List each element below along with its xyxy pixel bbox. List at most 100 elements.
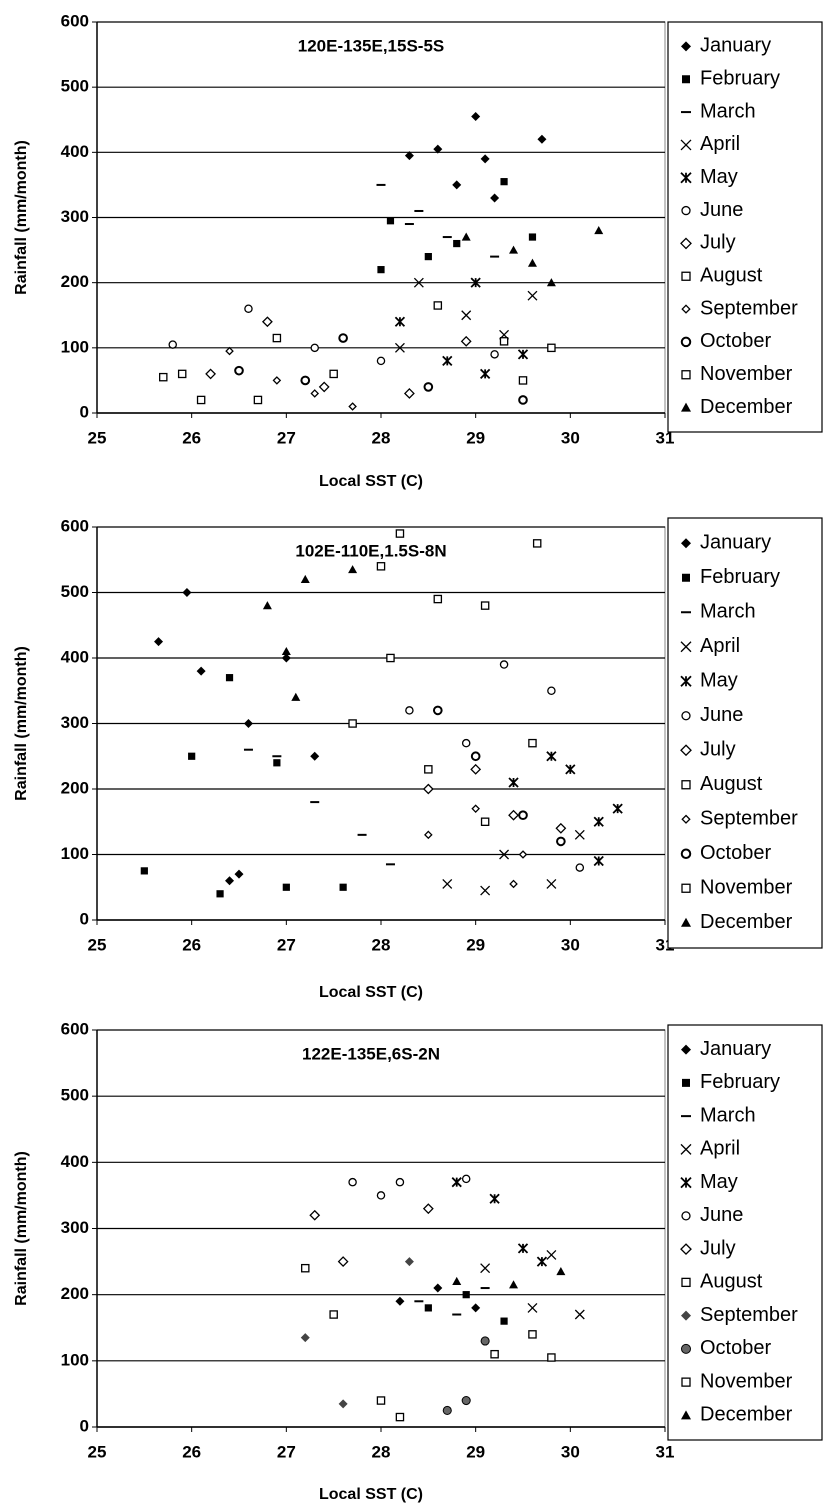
marker [424, 830, 433, 840]
marker [272, 333, 282, 343]
marker [394, 342, 405, 353]
marker [339, 883, 347, 891]
marker [300, 375, 311, 386]
marker [140, 867, 148, 875]
marker [310, 343, 319, 353]
marker [300, 574, 310, 583]
y-axis-label: Rainfall (mm/month) [13, 646, 30, 801]
legend-label: July [700, 232, 736, 254]
x-tick-label: 27 [277, 428, 296, 447]
y-tick-label: 100 [61, 844, 89, 863]
marker [509, 245, 519, 254]
x-tick-label: 28 [372, 428, 391, 447]
legend-label: September [700, 297, 798, 319]
marker [405, 706, 414, 715]
marker [537, 134, 547, 144]
legend-marker [681, 1044, 691, 1055]
marker [395, 529, 405, 538]
x-tick-label: 31 [656, 428, 675, 447]
marker [461, 1395, 471, 1406]
marker [532, 539, 542, 548]
legend-label: November [700, 1370, 793, 1392]
marker [527, 258, 537, 267]
marker [480, 154, 490, 164]
marker [403, 388, 415, 399]
marker [517, 349, 529, 360]
marker [547, 343, 556, 353]
marker [348, 565, 358, 574]
marker [460, 335, 472, 347]
legend-marker [680, 1143, 692, 1155]
legend-marker [681, 370, 691, 380]
marker [500, 1317, 508, 1325]
marker [453, 239, 461, 248]
marker [281, 646, 291, 656]
marker [309, 1209, 321, 1221]
legend-marker [681, 402, 691, 412]
marker [574, 1309, 585, 1320]
marker [272, 376, 282, 385]
x-tick-label: 28 [372, 935, 391, 954]
marker [509, 879, 518, 889]
marker [348, 719, 357, 728]
legend-label: September [700, 1304, 798, 1326]
marker [479, 368, 491, 380]
legend-label: August [700, 773, 763, 795]
marker [301, 1263, 310, 1273]
y-tick-label: 100 [61, 1350, 89, 1369]
legend-label: August [700, 1271, 763, 1293]
legend-marker [681, 1310, 691, 1321]
marker [318, 381, 330, 393]
marker [338, 1399, 348, 1409]
y-tick-label: 0 [80, 1416, 89, 1435]
x-tick-label: 25 [88, 935, 107, 954]
marker [546, 751, 557, 762]
y-tick-label: 600 [61, 11, 89, 30]
y-tick-label: 300 [61, 713, 89, 732]
marker [461, 738, 471, 748]
marker [470, 763, 482, 775]
marker [518, 395, 528, 405]
legend-marker [682, 573, 690, 582]
marker [188, 752, 196, 760]
marker [442, 1405, 452, 1416]
legend-label: February [700, 1071, 780, 1093]
x-tick-label: 31 [656, 1442, 675, 1461]
marker [527, 1302, 538, 1313]
legend-marker [681, 271, 691, 281]
marker [594, 226, 604, 235]
marker [424, 765, 433, 774]
legend-marker [681, 1377, 691, 1387]
legend-label: July [700, 739, 736, 761]
marker [433, 1283, 443, 1293]
marker [480, 817, 490, 827]
x-tick-label: 25 [88, 428, 107, 447]
legend-label: June [700, 1204, 743, 1226]
x-axis-label: Local SST (C) [319, 1486, 423, 1503]
legend-label: November [700, 877, 793, 899]
marker [433, 301, 443, 310]
legend-marker [680, 172, 692, 184]
marker [196, 666, 206, 676]
x-tick-label: 29 [466, 935, 485, 954]
marker [291, 692, 301, 701]
x-tick-label: 30 [561, 935, 580, 954]
legend-label: March [700, 100, 756, 122]
legend-marker [680, 139, 692, 151]
marker [281, 653, 291, 663]
y-tick-label: 500 [61, 582, 89, 601]
marker [556, 1267, 566, 1276]
marker [422, 1203, 434, 1215]
legend-marker [680, 237, 692, 250]
marker [282, 883, 290, 891]
legend-label: July [700, 1237, 736, 1259]
legend-label: September [700, 808, 798, 830]
marker [508, 809, 519, 821]
legend-label: January [700, 1038, 771, 1060]
x-tick-label: 30 [561, 428, 580, 447]
legend-marker [680, 641, 692, 653]
legend-label: May [700, 670, 738, 692]
legend-box [667, 517, 823, 949]
x-axis-label: Local SST (C) [319, 473, 423, 490]
marker [490, 1349, 499, 1359]
